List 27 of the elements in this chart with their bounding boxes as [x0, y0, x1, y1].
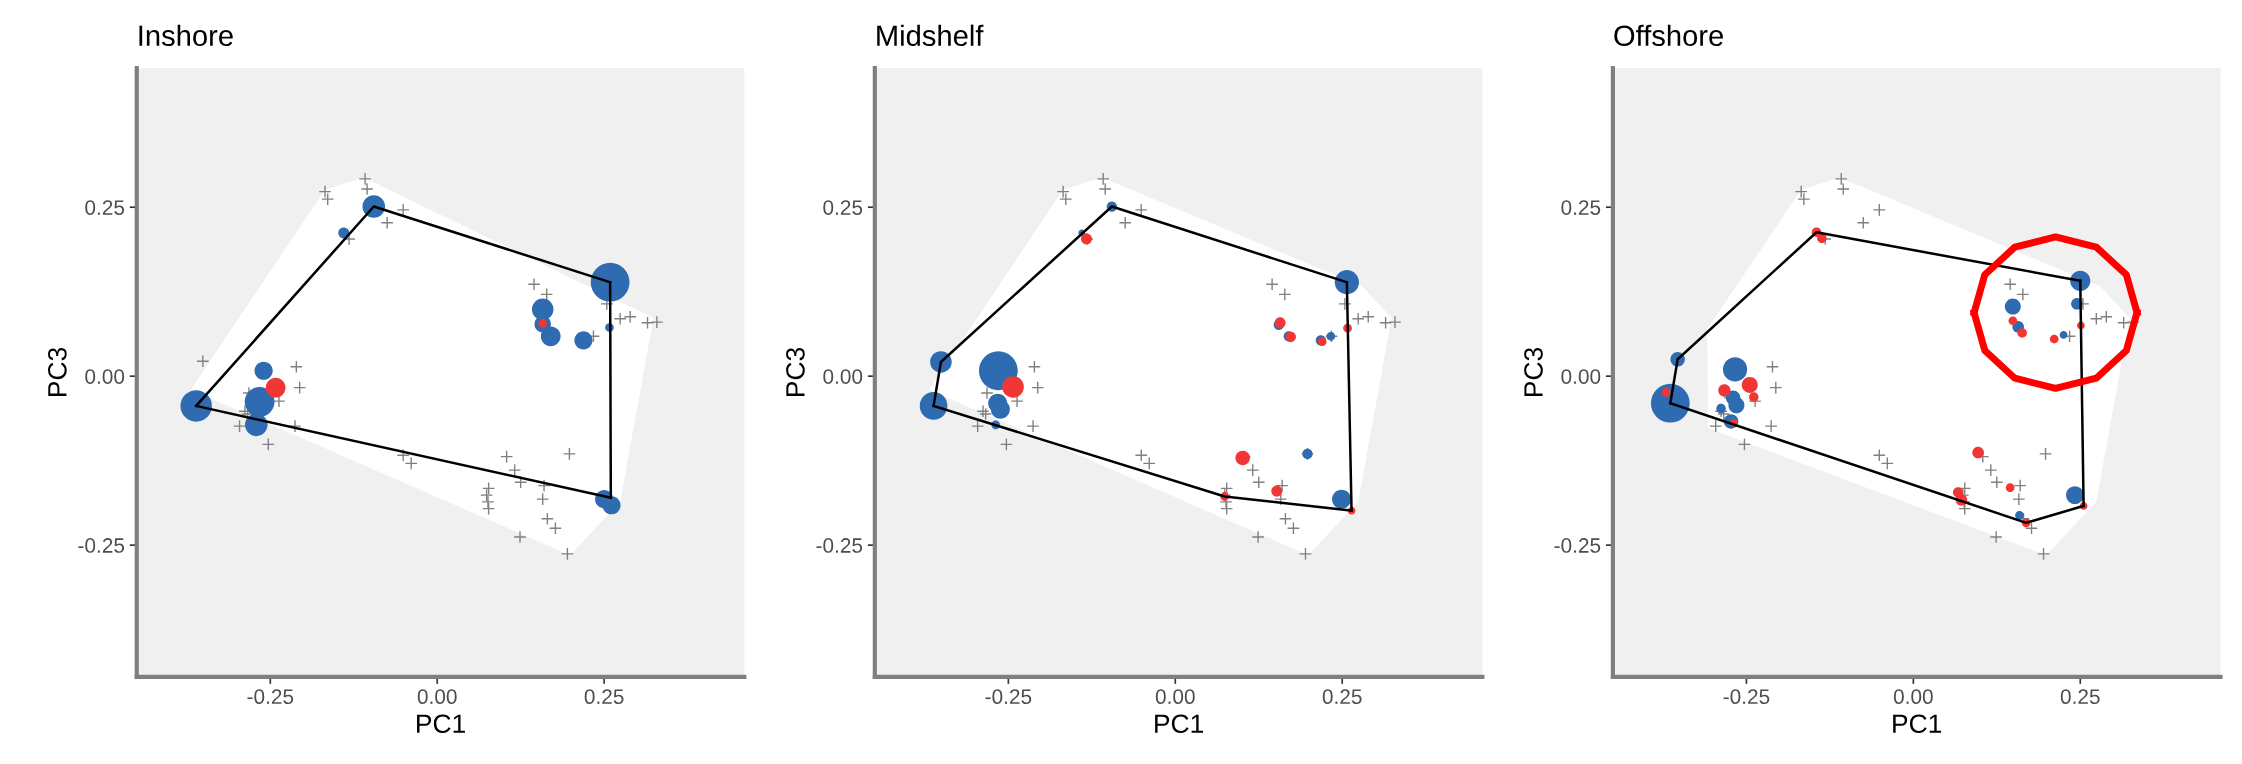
x-axis-title: PC1 — [1155, 714, 1203, 734]
chart-title: Inshore — [139, 24, 233, 47]
x-tick-label: 0.25 — [1322, 689, 1362, 705]
y-tick-label: 0.00 — [85, 369, 125, 384]
x-tick-label: -0.25 — [985, 689, 1032, 705]
y-tick-label: 0.25 — [823, 200, 863, 215]
x-tick-label: 0.00 — [1893, 689, 1933, 705]
x-tick-label: -0.25 — [1723, 689, 1770, 705]
y-axis-title: PC3 — [48, 347, 67, 396]
y-tick-label: -0.25 — [1554, 538, 1601, 553]
y-tick-label: -0.25 — [816, 538, 863, 553]
chart-title: Offshore — [1614, 24, 1723, 47]
y-tick-label: 0.00 — [1561, 369, 1601, 384]
y-tick-label: 0.25 — [1561, 200, 1601, 215]
y-tick-label: -0.25 — [78, 538, 125, 553]
x-tick-label: 0.25 — [584, 689, 624, 705]
y-axis-title: PC3 — [1524, 347, 1543, 396]
x-tick-label: 0.00 — [417, 689, 457, 705]
y-tick-label: 0.25 — [85, 200, 125, 215]
y-axis-title: PC3 — [786, 347, 805, 396]
x-tick-label: 0.25 — [2060, 689, 2100, 705]
x-tick-label: -0.25 — [247, 689, 294, 705]
y-tick-label: 0.00 — [823, 369, 863, 384]
x-axis-title: PC1 — [417, 714, 465, 734]
x-axis-title: PC1 — [1893, 714, 1942, 734]
x-tick-label: 0.00 — [1155, 689, 1195, 705]
chart-title: Midshelf — [877, 24, 984, 47]
